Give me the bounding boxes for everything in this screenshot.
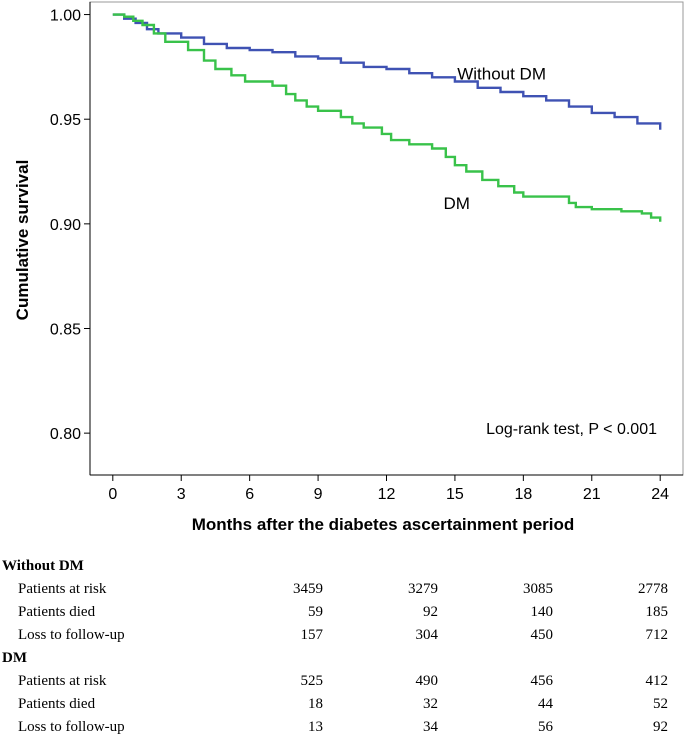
x-tick-label: 6	[245, 486, 254, 503]
risk-cell: 3459	[293, 581, 323, 597]
risk-cell: 56	[538, 719, 553, 735]
x-tick-label: 15	[446, 486, 464, 503]
risk-cell: 140	[530, 604, 554, 620]
y-axis-label: Cumulative survival	[13, 160, 32, 321]
risk-cell: 59	[308, 604, 323, 620]
y-tick-label: 0.85	[50, 321, 81, 338]
risk-cell: 490	[415, 673, 439, 689]
risk-group-title: Without DM	[2, 558, 84, 574]
risk-group-title: DM	[2, 650, 27, 666]
y-tick-label: 0.95	[50, 112, 81, 129]
risk-cell: 712	[645, 627, 669, 643]
risk-cell: 450	[530, 627, 554, 643]
risk-row: Patients died 59 92 140 185	[2, 601, 668, 624]
risk-cell: 44	[538, 696, 553, 712]
risk-cell: 304	[415, 627, 439, 643]
risk-row: Patients at risk 525 490 456 412	[2, 670, 668, 693]
x-tick-label: 12	[378, 486, 396, 503]
risk-cell: 3279	[408, 581, 438, 597]
x-tick-label: 21	[583, 486, 601, 503]
x-tick-label: 3	[177, 486, 186, 503]
risk-row: Loss to follow-up 13 34 56 92	[2, 716, 668, 739]
series-line-dm	[112, 13, 662, 222]
risk-row-label: Patients at risk	[18, 673, 107, 689]
risk-cell: 92	[653, 719, 668, 735]
plot-frame	[89, 1, 684, 476]
risk-cell: 3085	[523, 581, 553, 597]
risk-cell: 34	[423, 719, 438, 735]
risk-cell: 92	[423, 604, 438, 620]
risk-cell: 32	[423, 696, 438, 712]
km-survival-chart: 0.80 0.85 0.90 0.95 1.00 0 3 6 9 12 15 18 21 24 Witho…	[13, 1, 684, 534]
risk-row-label: Patients died	[18, 696, 96, 712]
series-label: Without DM	[457, 64, 546, 83]
risk-row-label: Loss to follow-up	[18, 719, 125, 735]
risk-row-label: Patients at risk	[18, 581, 107, 597]
risk-cell: 157	[300, 627, 324, 643]
risk-row: Patients at risk 3459 3279 3085 2778	[2, 578, 668, 601]
y-tick-label: 0.80	[50, 426, 81, 443]
risk-cell: 412	[645, 673, 669, 689]
series-label: DM	[444, 194, 470, 213]
risk-cell: 2778	[638, 581, 668, 597]
risk-cell: 52	[653, 696, 668, 712]
risk-row: Loss to follow-up 157 304 450 712	[2, 624, 668, 647]
x-tick-label: 24	[651, 486, 669, 503]
x-tick-label: 9	[314, 486, 323, 503]
series-line-without-dm	[112, 13, 662, 130]
y-tick-label: 1.00	[50, 8, 81, 25]
x-axis-label: Months after the diabetes ascertainment …	[192, 515, 575, 534]
risk-row: Patients died 18 32 44 52	[2, 693, 668, 716]
risk-row-label: Loss to follow-up	[18, 627, 125, 643]
risk-cell: 525	[300, 673, 324, 689]
y-tick-label: 0.90	[50, 217, 81, 234]
x-tick-label: 18	[514, 486, 532, 503]
risk-row-label: Patients died	[18, 604, 96, 620]
risk-cell: 13	[308, 719, 323, 735]
risk-cell: 185	[645, 604, 669, 620]
x-tick-label: 0	[108, 486, 117, 503]
risk-table: Without DM Patients at risk 3459 3279 30…	[2, 555, 668, 739]
risk-cell: 18	[308, 696, 323, 712]
log-rank-annotation: Log-rank test, P < 0.001	[486, 421, 657, 438]
risk-cell: 456	[530, 673, 554, 689]
